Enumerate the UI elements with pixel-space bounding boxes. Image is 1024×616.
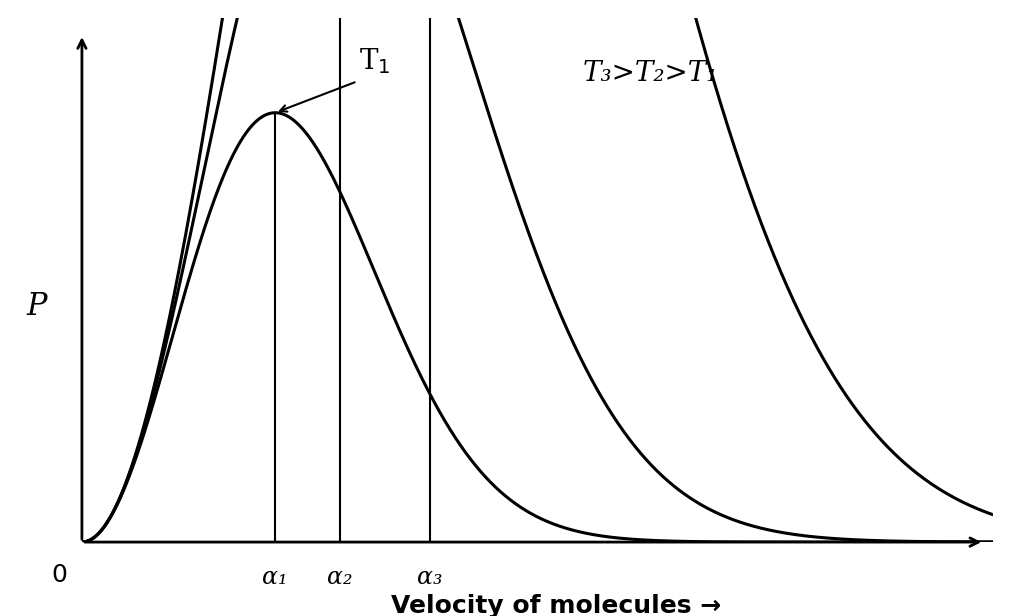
Text: α₂: α₂ (327, 565, 352, 589)
Text: α₃: α₃ (417, 565, 442, 589)
Text: Velocity of molecules →: Velocity of molecules → (391, 594, 721, 616)
Text: P: P (26, 291, 47, 322)
Text: α₁: α₁ (262, 565, 288, 589)
Text: T₃>T₂>T₁: T₃>T₂>T₁ (584, 60, 719, 87)
Text: 0: 0 (51, 563, 68, 587)
Text: T$_1$: T$_1$ (359, 46, 390, 76)
